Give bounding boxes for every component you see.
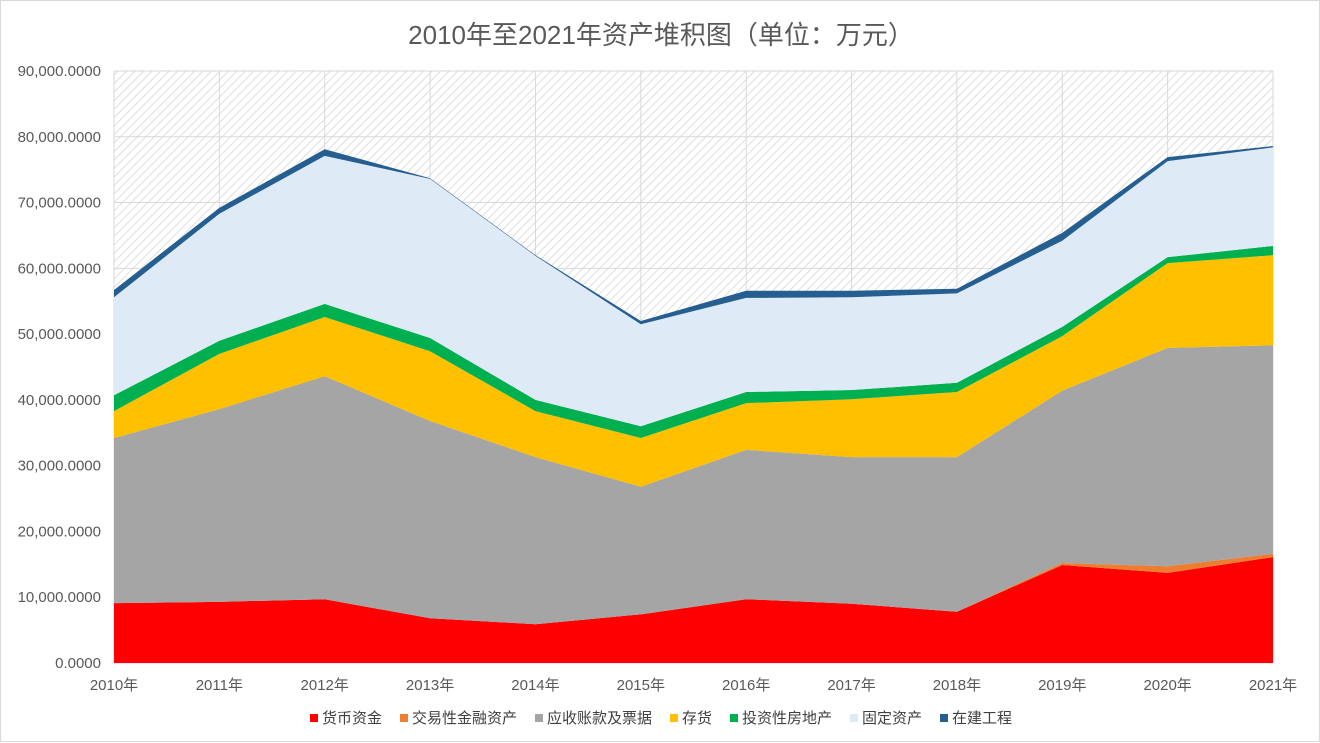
y-tick-label: 20,000.0000 — [18, 523, 101, 540]
y-tick-label: 60,000.0000 — [18, 260, 101, 277]
legend-swatch — [534, 713, 543, 722]
x-tick-label: 2019年 — [1038, 677, 1086, 694]
legend-label: 投资性房地产 — [742, 710, 833, 727]
area-series-2 — [114, 345, 1273, 625]
chart-title: 2010年至2021年资产堆积图（单位：万元） — [408, 20, 914, 50]
legend: 货币资金 交易性金融资产 应收账款及票据 存货 投资性房地产 固定资产 在建工程 — [1, 707, 1320, 728]
legend-item: 交易性金融资产 — [399, 707, 517, 728]
legend-item: 存货 — [669, 707, 712, 728]
legend-label: 应收账款及票据 — [546, 710, 652, 727]
legend-label: 货币资金 — [321, 710, 382, 727]
legend-label: 存货 — [681, 710, 712, 727]
area-series-4 — [114, 245, 1273, 439]
y-tick-label: 30,000.0000 — [18, 458, 101, 475]
legend-swatch — [730, 713, 738, 722]
legend-label: 交易性金融资产 — [411, 710, 517, 727]
area-series-6 — [114, 145, 1273, 325]
x-tick-label: 2020年 — [1143, 677, 1191, 694]
legend-item: 在建工程 — [940, 707, 1012, 728]
x-tick-label: 2015年 — [617, 677, 665, 694]
area-series-5 — [114, 147, 1273, 427]
legend-item: 货币资金 — [309, 707, 382, 728]
y-tick-label: 80,000.0000 — [18, 129, 101, 146]
y-tick-label: 90,000.0000 — [18, 63, 101, 80]
x-tick-label: 2018年 — [933, 677, 981, 694]
legend-swatch — [850, 713, 859, 722]
x-tick-label: 2013年 — [406, 677, 454, 694]
x-tick-label: 2016年 — [722, 677, 770, 694]
y-tick-label: 0.0000 — [55, 655, 101, 672]
legend-swatch — [669, 713, 678, 722]
legend-swatch — [940, 713, 949, 722]
y-tick-label: 40,000.0000 — [18, 392, 101, 409]
y-tick-label: 70,000.0000 — [18, 195, 101, 212]
area-series-3 — [114, 255, 1273, 487]
x-tick-label: 2021年 — [1249, 677, 1297, 694]
y-tick-label: 10,000.0000 — [18, 589, 101, 606]
x-tick-label: 2014年 — [511, 677, 559, 694]
x-tick-label: 2011年 — [196, 677, 243, 694]
legend-swatch — [399, 713, 408, 722]
legend-item: 应收账款及票据 — [534, 707, 652, 728]
y-tick-label: 50,000.0000 — [18, 326, 101, 343]
legend-label: 固定资产 — [862, 710, 923, 727]
x-tick-label: 2012年 — [301, 677, 349, 694]
x-tick-label: 2010年 — [90, 677, 138, 694]
area-series-0 — [114, 557, 1273, 663]
legend-swatch — [309, 713, 318, 722]
legend-item: 投资性房地产 — [730, 707, 832, 728]
legend-item: 固定资产 — [850, 707, 922, 728]
legend-label: 在建工程 — [952, 710, 1013, 727]
x-tick-label: 2017年 — [827, 677, 875, 694]
